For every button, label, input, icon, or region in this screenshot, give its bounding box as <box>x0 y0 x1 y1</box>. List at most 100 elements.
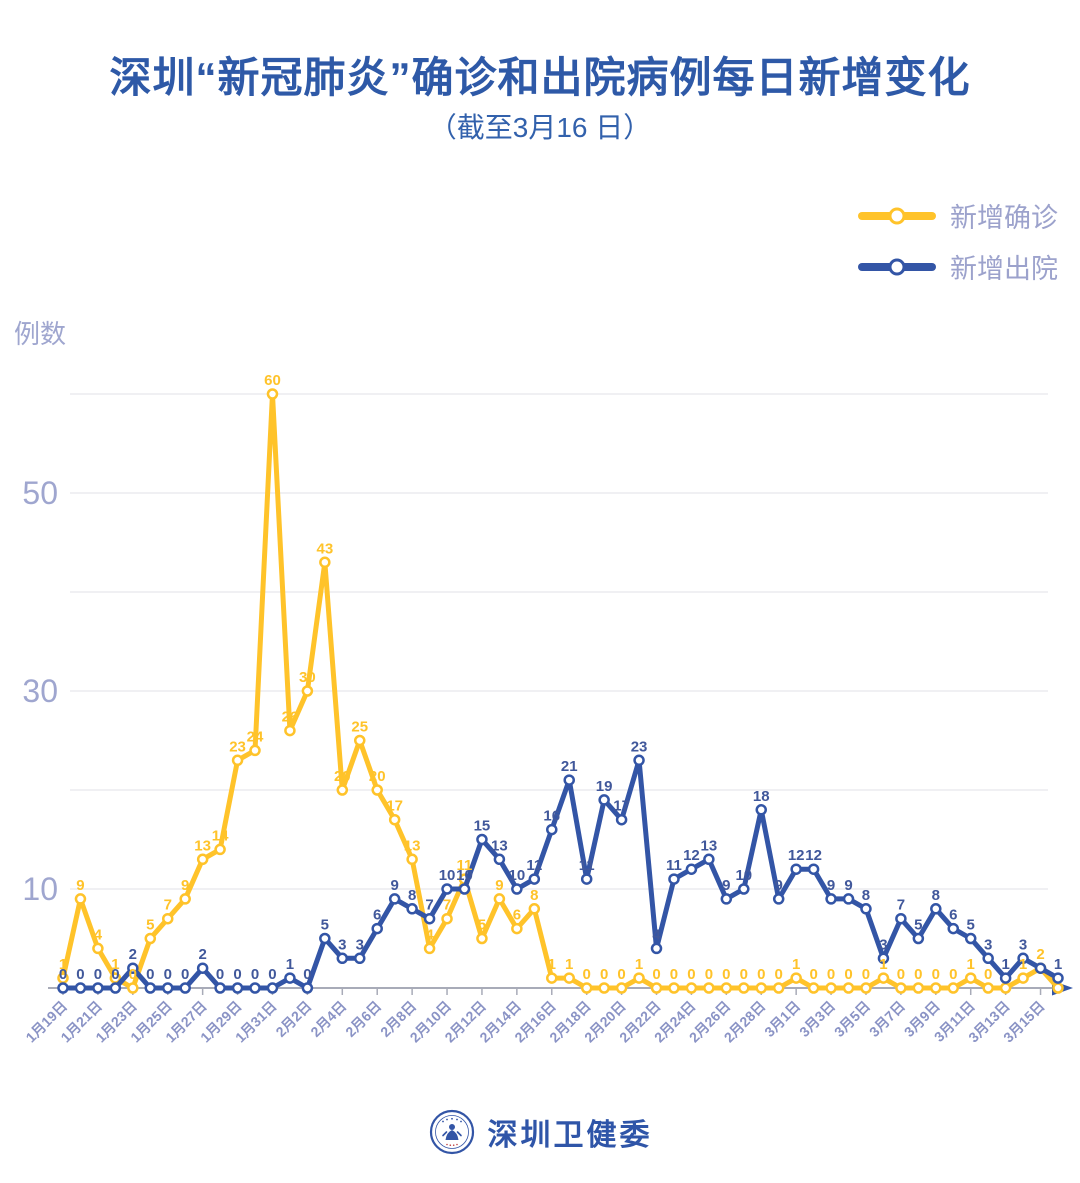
legend-item-discharged: 新增出院 <box>858 247 1058 286</box>
svg-text:5: 5 <box>914 917 922 934</box>
svg-text:9: 9 <box>844 877 852 894</box>
svg-text:4: 4 <box>652 926 661 943</box>
svg-text:30: 30 <box>299 669 316 686</box>
svg-text:0: 0 <box>59 966 67 983</box>
svg-text:1: 1 <box>1054 956 1062 973</box>
svg-text:0: 0 <box>984 966 992 983</box>
legend-item-confirmed: 新增确诊 <box>858 196 1058 235</box>
svg-text:3: 3 <box>984 936 992 953</box>
svg-text:7: 7 <box>425 897 433 914</box>
svg-text:0: 0 <box>914 966 922 983</box>
footer-org-name: 深圳卫健委 <box>487 1119 653 1152</box>
svg-text:2: 2 <box>1036 946 1044 963</box>
svg-text:12: 12 <box>805 847 822 864</box>
svg-text:7: 7 <box>443 897 451 914</box>
svg-text:10: 10 <box>22 871 58 907</box>
svg-text:15: 15 <box>474 818 491 835</box>
svg-text:11: 11 <box>457 857 473 874</box>
svg-text:5: 5 <box>478 917 486 934</box>
svg-text:43: 43 <box>316 540 333 557</box>
svg-text:0: 0 <box>722 966 730 983</box>
svg-text:1: 1 <box>635 956 643 973</box>
svg-text:18: 18 <box>753 788 770 805</box>
footer: 深圳卫健委 <box>0 1108 1080 1156</box>
svg-text:0: 0 <box>233 966 241 983</box>
svg-text:13: 13 <box>701 837 718 854</box>
svg-text:24: 24 <box>247 728 264 745</box>
svg-text:23: 23 <box>229 738 246 755</box>
svg-text:0: 0 <box>740 966 748 983</box>
svg-text:9: 9 <box>181 877 189 894</box>
svg-text:9: 9 <box>722 877 730 894</box>
svg-text:10: 10 <box>456 867 473 884</box>
svg-text:0: 0 <box>268 966 276 983</box>
svg-text:1: 1 <box>792 956 800 973</box>
svg-text:13: 13 <box>491 837 508 854</box>
svg-text:0: 0 <box>827 966 835 983</box>
svg-text:0: 0 <box>164 966 172 983</box>
svg-text:0: 0 <box>617 966 625 983</box>
svg-text:23: 23 <box>631 738 648 755</box>
svg-text:5: 5 <box>146 917 154 934</box>
svg-text:3: 3 <box>356 936 364 953</box>
svg-text:1: 1 <box>286 956 294 973</box>
svg-text:7: 7 <box>897 897 905 914</box>
svg-text:0: 0 <box>129 966 137 983</box>
svg-text:0: 0 <box>775 966 783 983</box>
svg-text:3月7日: 3月7日 <box>866 998 908 1040</box>
svg-text:0: 0 <box>583 966 591 983</box>
svg-text:3月5日: 3月5日 <box>831 998 873 1040</box>
svg-text:6: 6 <box>373 907 381 924</box>
svg-text:0: 0 <box>705 966 713 983</box>
svg-text:9: 9 <box>775 877 783 894</box>
svg-text:3: 3 <box>338 936 346 953</box>
svg-text:1: 1 <box>565 956 573 973</box>
svg-text:0: 0 <box>303 966 311 983</box>
svg-text:17: 17 <box>613 798 630 815</box>
svg-text:0: 0 <box>844 966 852 983</box>
svg-text:9: 9 <box>76 877 84 894</box>
svg-text:0: 0 <box>670 966 678 983</box>
svg-text:1: 1 <box>1019 956 1027 973</box>
svg-text:1: 1 <box>59 956 67 973</box>
svg-text:0: 0 <box>94 966 102 983</box>
svg-text:17: 17 <box>386 798 403 815</box>
svg-text:14: 14 <box>212 827 229 844</box>
svg-text:8: 8 <box>862 887 870 904</box>
svg-text:7: 7 <box>164 897 172 914</box>
legend-label-confirmed: 新增确诊 <box>950 203 1058 233</box>
svg-text:26: 26 <box>282 709 299 726</box>
svg-text:2月6日: 2月6日 <box>342 998 384 1040</box>
svg-text:16: 16 <box>543 808 560 825</box>
svg-text:13: 13 <box>194 837 211 854</box>
svg-text:3月3日: 3月3日 <box>796 998 838 1040</box>
svg-text:1: 1 <box>111 956 119 973</box>
series-labels-confirmed: 1941057913142324602630432025201713471159… <box>59 372 1045 983</box>
svg-text:11: 11 <box>666 857 682 874</box>
svg-text:4: 4 <box>425 926 434 943</box>
svg-text:9: 9 <box>827 877 835 894</box>
svg-text:12: 12 <box>788 847 805 864</box>
series-discharged <box>57 754 1064 994</box>
svg-text:11: 11 <box>526 857 542 874</box>
svg-text:10: 10 <box>509 867 526 884</box>
svg-text:0: 0 <box>600 966 608 983</box>
legend-marker-confirmed <box>888 207 906 224</box>
svg-text:25: 25 <box>351 719 368 736</box>
shenzhen-health-commission-logo <box>429 1109 474 1155</box>
svg-text:0: 0 <box>216 966 224 983</box>
svg-text:2: 2 <box>198 946 206 963</box>
svg-text:30: 30 <box>22 673 58 709</box>
svg-text:11: 11 <box>579 857 595 874</box>
svg-text:2月4日: 2月4日 <box>307 998 349 1040</box>
svg-text:1: 1 <box>879 956 887 973</box>
svg-text:19: 19 <box>596 778 613 795</box>
svg-text:12: 12 <box>683 847 700 864</box>
svg-text:3月1日: 3月1日 <box>761 998 803 1040</box>
svg-text:3: 3 <box>879 936 887 953</box>
svg-text:60: 60 <box>264 372 281 389</box>
svg-text:0: 0 <box>862 966 870 983</box>
svg-text:0: 0 <box>897 966 905 983</box>
svg-text:20: 20 <box>369 768 386 785</box>
svg-text:0: 0 <box>652 966 660 983</box>
